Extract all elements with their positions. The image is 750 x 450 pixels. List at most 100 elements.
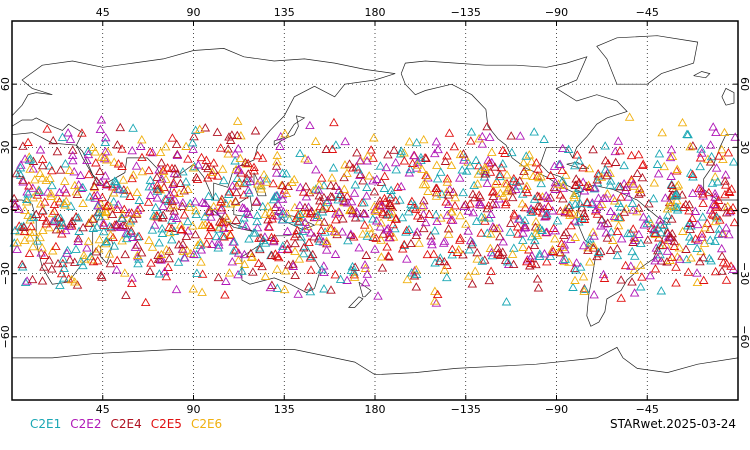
- observation-triangle: [416, 213, 426, 222]
- observation-triangle: [500, 255, 511, 264]
- observation-triangle: [100, 171, 111, 180]
- observation-triangle: [305, 209, 316, 218]
- observation-triangle: [698, 275, 709, 284]
- observation-triangle: [494, 171, 505, 181]
- observation-triangle: [719, 127, 730, 137]
- observation-triangle: [439, 265, 450, 274]
- observation-triangle: [321, 144, 332, 153]
- observation-triangle: [692, 277, 703, 287]
- observation-triangle: [104, 249, 115, 258]
- observation-triangle: [646, 223, 657, 233]
- observation-triangle: [290, 270, 300, 280]
- observation-triangle: [688, 188, 698, 197]
- observation-triangle: [696, 144, 706, 153]
- observation-triangle: [147, 147, 158, 157]
- observation-triangle: [55, 165, 66, 174]
- observation-triangle: [107, 181, 118, 191]
- observation-triangle: [70, 180, 80, 190]
- observation-triangle: [430, 148, 440, 158]
- observation-triangle: [486, 266, 496, 275]
- observation-triangle: [532, 274, 543, 283]
- observation-triangle: [503, 259, 514, 269]
- observation-triangle: [220, 290, 230, 299]
- observation-triangle: [136, 141, 146, 150]
- observation-triangle: [643, 235, 653, 244]
- observation-triangle: [84, 169, 94, 179]
- observation-triangle: [272, 190, 283, 200]
- observation-triangle: [482, 178, 493, 187]
- observation-triangle: [183, 216, 193, 226]
- legend-item-c2e5: C2E5: [150, 417, 182, 431]
- observation-triangle: [710, 216, 721, 226]
- observation-triangle: [89, 190, 99, 200]
- observation-triangle: [441, 197, 451, 206]
- observation-triangle: [508, 176, 519, 185]
- observation-triangle: [224, 268, 235, 277]
- observation-triangle: [498, 145, 508, 154]
- observation-triangle: [407, 196, 417, 205]
- observation-triangle: [388, 219, 398, 229]
- observation-triangle: [390, 157, 401, 167]
- observation-triangle: [584, 163, 595, 173]
- observation-triangle: [327, 192, 338, 201]
- observation-triangle: [686, 253, 696, 262]
- observation-triangle: [311, 164, 321, 174]
- observation-triangle: [570, 232, 580, 241]
- observation-triangle: [352, 147, 362, 157]
- observation-triangle: [204, 220, 214, 229]
- observation-triangle: [382, 242, 392, 251]
- observation-triangle: [241, 221, 251, 230]
- observation-triangle: [463, 271, 474, 280]
- observation-triangle: [153, 250, 163, 260]
- observation-triangle: [429, 296, 440, 305]
- observation-triangle: [717, 144, 727, 154]
- observation-triangle: [364, 171, 374, 180]
- observation-triangle: [542, 256, 552, 266]
- observation-triangle: [131, 161, 142, 170]
- observation-triangle: [250, 126, 261, 135]
- observation-triangle: [522, 256, 532, 266]
- observation-triangle: [678, 202, 689, 212]
- observation-triangle: [605, 180, 615, 189]
- observation-triangle: [431, 298, 442, 307]
- observation-triangle: [569, 190, 579, 199]
- observation-triangle: [671, 189, 682, 199]
- coastline-14: [721, 87, 735, 106]
- legend: C2E1 C2E2 C2E4 C2E5 C2E6: [30, 417, 231, 431]
- observation-triangle: [515, 131, 526, 140]
- observation-triangle: [28, 212, 39, 221]
- observation-triangle: [442, 272, 452, 282]
- observation-triangle: [159, 182, 169, 191]
- observation-triangle: [350, 213, 361, 222]
- observation-triangle: [156, 255, 166, 264]
- observation-triangle: [435, 256, 445, 265]
- observation-triangle: [671, 166, 682, 175]
- observation-triangle: [698, 212, 708, 221]
- observation-triangle: [557, 242, 568, 251]
- observation-triangle: [391, 164, 401, 174]
- observation-triangle: [432, 183, 442, 192]
- observation-triangle: [82, 155, 92, 165]
- observation-triangle: [171, 213, 182, 222]
- observation-triangle: [134, 195, 145, 204]
- observation-triangle: [293, 289, 303, 298]
- observation-triangle: [317, 264, 327, 274]
- observation-triangle: [468, 207, 478, 217]
- observation-triangle: [402, 274, 413, 284]
- observation-triangle: [310, 208, 321, 218]
- observation-triangle: [596, 221, 606, 230]
- observation-triangle: [216, 202, 227, 212]
- observation-triangle: [292, 225, 303, 234]
- observation-triangle: [366, 228, 377, 238]
- observation-triangle: [612, 226, 623, 236]
- observation-triangle: [634, 229, 644, 238]
- observation-triangle: [695, 153, 706, 162]
- observation-triangle: [162, 163, 173, 172]
- observation-triangle: [702, 218, 712, 227]
- observation-triangle: [616, 293, 626, 302]
- observation-triangle: [237, 202, 248, 212]
- observation-triangle: [525, 261, 535, 270]
- observation-triangle: [181, 231, 192, 241]
- observation-triangle: [601, 193, 611, 202]
- observation-triangle: [670, 191, 680, 200]
